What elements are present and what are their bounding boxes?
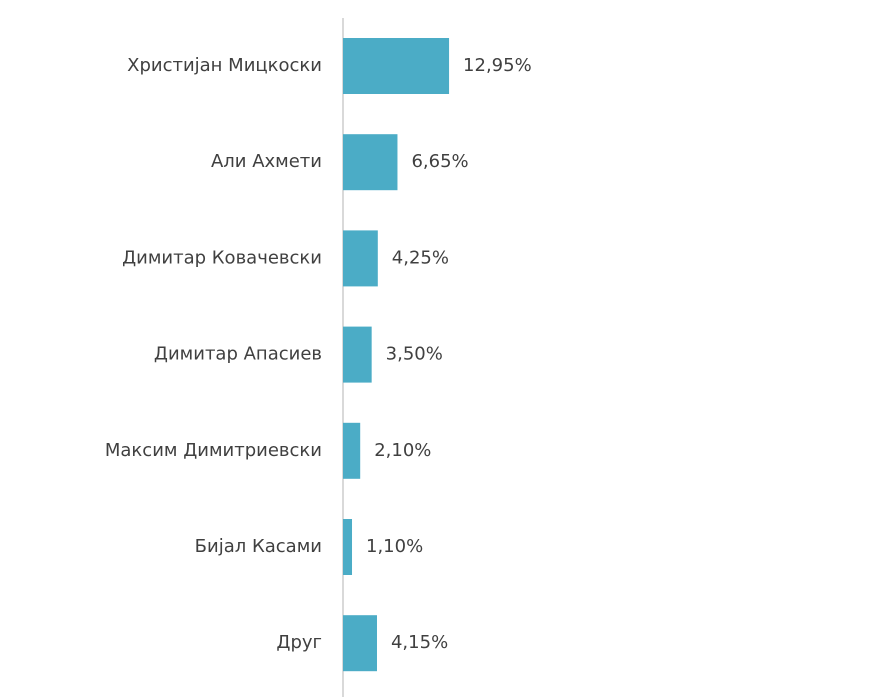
bar — [343, 38, 450, 94]
value-label: 4,25% — [392, 247, 449, 268]
category-label: Максим Димитриевски — [105, 440, 322, 461]
category-label: Бијал Касами — [195, 536, 322, 557]
bar — [343, 519, 353, 575]
bar — [343, 422, 361, 479]
bar — [343, 134, 398, 191]
value-label: 4,15% — [391, 632, 448, 653]
category-label: Друг — [276, 632, 322, 653]
category-label: Али Ахмети — [211, 151, 322, 172]
category-label: Димитар Апасиев — [154, 344, 322, 365]
value-label: 1,10% — [366, 536, 423, 557]
value-label: 12,95% — [463, 55, 532, 76]
bar — [343, 230, 378, 287]
category-label: Димитар Ковачевски — [122, 247, 322, 268]
category-label: Христијан Мицкоски — [127, 55, 322, 76]
value-label: 3,50% — [386, 344, 443, 365]
value-label: 2,10% — [374, 440, 431, 461]
value-label: 6,65% — [411, 151, 468, 172]
bar — [343, 615, 377, 672]
bar — [343, 326, 372, 383]
